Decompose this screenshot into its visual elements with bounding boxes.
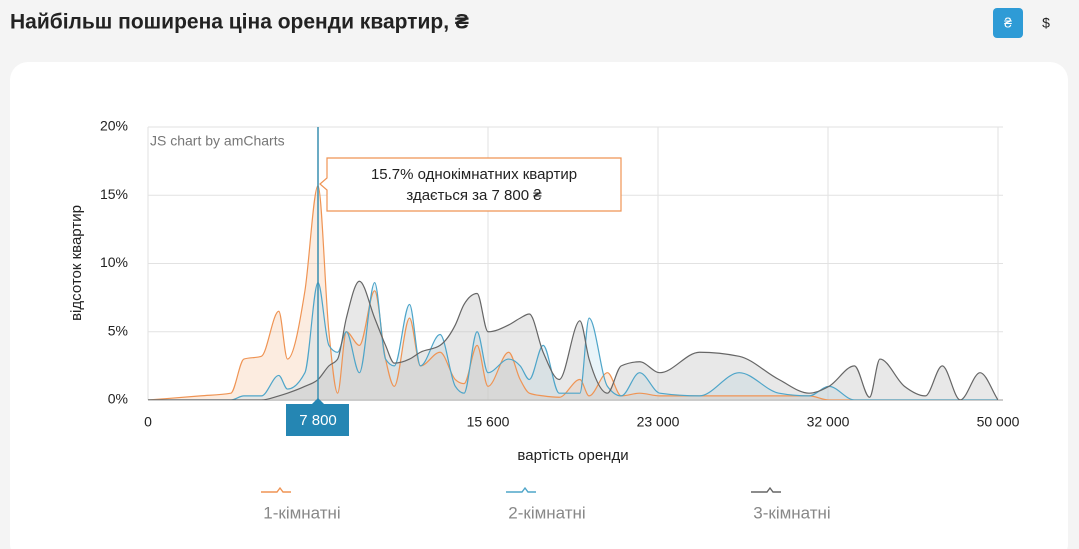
y-tick-label: 15% <box>100 186 128 202</box>
legend-marker <box>261 486 291 493</box>
watermark: JS chart by amCharts <box>150 133 285 149</box>
card <box>10 62 1068 549</box>
x-axis-title: вартість оренди <box>517 447 628 464</box>
currency-button[interactable] <box>1032 8 1060 38</box>
cursor-pointer <box>312 398 324 404</box>
y-tick-label: 10% <box>100 254 128 270</box>
x-tick-label: 32 000 <box>807 414 850 430</box>
x-tick-label: 0 <box>144 414 152 430</box>
page-title: Найбільш поширена ціна оренди квартир, ₴ <box>10 11 469 34</box>
currency-button[interactable] <box>993 8 1023 38</box>
legend-marker <box>506 486 536 493</box>
y-tick-label: 5% <box>108 322 128 338</box>
series-line <box>148 185 998 400</box>
y-tick-label: 20% <box>100 118 128 134</box>
x-tick-label: 23 000 <box>637 414 680 430</box>
series-area <box>148 185 998 400</box>
cursor-label: 7 800 <box>299 412 337 429</box>
x-tick-label: 15 600 <box>467 414 510 430</box>
currency-button-label[interactable]: $ <box>1042 15 1050 31</box>
currency-button-label[interactable]: ₴ <box>1004 15 1012 31</box>
tooltip-text: 15.7% однокімнатних квартир <box>371 166 577 183</box>
legend-label: 2-кімнатні <box>508 503 585 522</box>
y-axis-title: відсоток квартир <box>68 205 85 321</box>
legend-label: 1-кімнатні <box>263 503 340 522</box>
y-tick-label: 0% <box>108 391 128 407</box>
series-line <box>148 280 998 400</box>
cursor-label-box <box>286 404 349 436</box>
tooltip-text: здається за 7 800 ₴ <box>406 187 542 204</box>
tooltip-box <box>319 157 622 212</box>
legend-marker <box>751 486 781 493</box>
legend-label: 3-кімнатні <box>753 503 830 522</box>
x-tick-label: 50 000 <box>977 414 1020 430</box>
